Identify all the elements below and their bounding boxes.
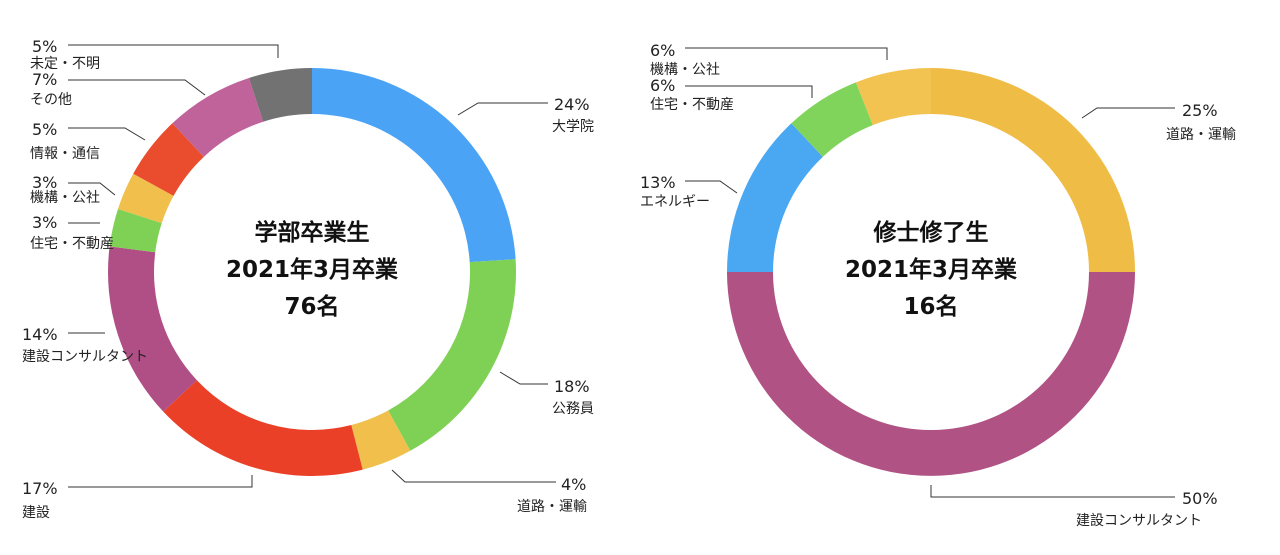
slice-percent-label: 5%	[32, 37, 57, 56]
slice-category-label: 住宅・不動産	[30, 236, 114, 252]
leader-line	[499, 371, 548, 385]
slice-percent-label: 5%	[32, 120, 57, 139]
slice-percent-label: 17%	[22, 479, 58, 498]
slice-percent-label: 3%	[32, 173, 57, 192]
center-count: 16名	[903, 293, 958, 320]
slice-category-label: 道路・運輸	[1166, 127, 1236, 143]
slice-category-label: 道路・運輸	[517, 499, 587, 515]
donut-slice	[312, 68, 516, 263]
slice-percent-label: 14%	[22, 325, 58, 344]
slice-percent-label: 4%	[561, 475, 586, 494]
slice-category-label: 情報・通信	[30, 146, 100, 162]
slice-percent-label: 6%	[650, 76, 675, 95]
leader-line	[68, 79, 206, 96]
slice-percent-label: 3%	[32, 213, 57, 232]
center-title: 修士修了生	[873, 219, 989, 246]
slice-category-label: 建設	[22, 505, 50, 521]
center-title: 学部卒業生	[255, 219, 370, 246]
leader-line	[685, 85, 813, 98]
leader-line	[68, 475, 253, 488]
center-date: 2021年3月卒業	[845, 256, 1018, 283]
leader-line	[930, 485, 1175, 498]
leader-line	[457, 102, 548, 116]
donut-slice	[388, 259, 516, 451]
undergrad-slices	[108, 68, 516, 477]
slice-percent-label: 18%	[554, 377, 590, 396]
donut-slice	[791, 82, 873, 157]
slice-percent-label: 6%	[650, 41, 675, 60]
slice-category-label: その他	[30, 92, 72, 108]
slice-category-label: 大学院	[552, 119, 594, 135]
donut-slice	[248, 68, 312, 122]
leader-line	[391, 469, 556, 483]
donut-slice	[108, 246, 197, 412]
slice-category-label: エネルギー	[640, 194, 710, 210]
donut-chart-master: 25%道路・運輸50%建設コンサルタント13%エネルギー6%住宅・不動産6%機構…	[640, 41, 1236, 529]
donut-slice	[931, 68, 1135, 272]
slice-percent-label: 50%	[1182, 489, 1218, 508]
leader-line	[68, 182, 116, 196]
donut-slice	[351, 410, 411, 470]
center-count: 76名	[284, 293, 339, 320]
undergrad-center-text: 学部卒業生 2021年3月卒業 76名	[226, 219, 399, 320]
leader-line	[685, 47, 888, 60]
master-center-text: 修士修了生 2021年3月卒業 16名	[845, 219, 1018, 320]
donut-slice	[855, 68, 931, 126]
donut-slice	[133, 123, 204, 196]
leader-line	[685, 180, 738, 194]
slice-percent-label: 24%	[554, 95, 590, 114]
undergrad-leaders: 24% 大学院 18% 公務員 4% 道路・運輸 17% 建設 14% 建設コンサルタント 3% 住宅…	[22, 37, 594, 521]
donut-slice	[163, 380, 363, 477]
donut-slice	[117, 173, 174, 224]
slice-category-label: 機構・公社	[650, 62, 720, 78]
slice-category-label: 住宅・不動産	[650, 97, 734, 113]
center-date: 2021年3月卒業	[226, 256, 399, 283]
donut-slice	[172, 77, 264, 157]
slice-category-label: 公務員	[552, 401, 594, 417]
leader-line	[68, 44, 279, 58]
slice-percent-label: 25%	[1182, 101, 1218, 120]
slice-category-label: 機構・公社	[30, 190, 100, 206]
leader-line	[68, 127, 146, 141]
slice-percent-label: 7%	[32, 70, 57, 89]
slice-category-label: 未定・不明	[30, 56, 100, 72]
slice-category-label: 建設コンサルタント	[22, 349, 148, 365]
slice-percent-label: 13%	[640, 173, 676, 192]
master-slices	[727, 68, 1135, 476]
leader-line	[1081, 107, 1175, 119]
master-leaders: 25%道路・運輸50%建設コンサルタント13%エネルギー6%住宅・不動産6%機構…	[640, 41, 1236, 529]
donut-slice	[109, 208, 162, 253]
donut-slice	[727, 272, 1135, 476]
slice-category-label: 建設コンサルタント	[1076, 513, 1202, 529]
donut-chart-undergrad: 24% 大学院 18% 公務員 4% 道路・運輸 17% 建設 14% 建設コンサルタント 3% 住宅…	[22, 37, 594, 521]
donut-slice	[727, 123, 823, 272]
